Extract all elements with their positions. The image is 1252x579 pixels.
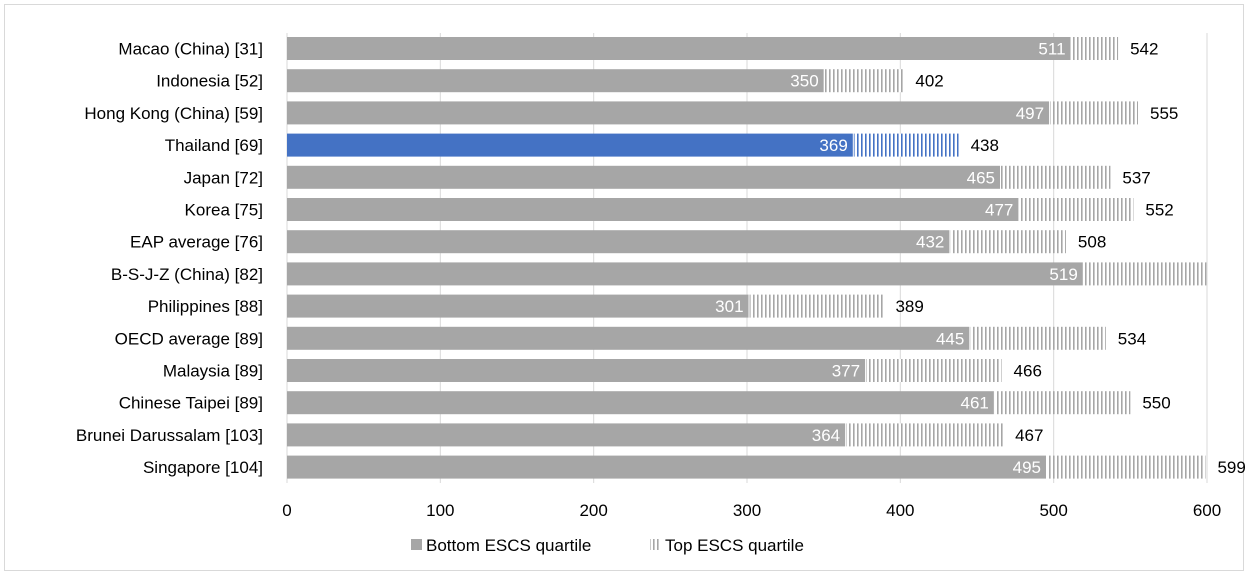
category-label: Thailand [69] — [165, 136, 263, 155]
top-value-label: 389 — [895, 297, 923, 316]
bar-top-quartile — [1047, 455, 1206, 479]
bar-top-quartile — [1071, 37, 1119, 60]
top-value-label: 542 — [1130, 40, 1158, 59]
x-tick-label: 300 — [733, 501, 761, 520]
bar-bottom-quartile — [287, 101, 1050, 125]
bottom-value-label: 350 — [790, 72, 818, 91]
bar-bottom-quartile — [287, 391, 994, 415]
category-label: Hong Kong (China) [59] — [84, 104, 263, 123]
bar-top-quartile — [846, 423, 1004, 447]
bottom-value-label: 519 — [1049, 265, 1077, 284]
top-value-label: 537 — [1122, 168, 1150, 187]
top-value-label: 508 — [1078, 233, 1106, 252]
category-label: OECD average [89] — [115, 329, 263, 348]
bar-bottom-quartile — [287, 165, 1000, 189]
bar-top-quartile — [970, 326, 1106, 350]
bottom-value-label: 477 — [985, 201, 1013, 220]
x-tick-label: 100 — [426, 501, 454, 520]
bottom-value-label: 461 — [960, 394, 988, 413]
bar-bottom-quartile — [287, 37, 1071, 60]
bar-top-quartile — [994, 391, 1131, 415]
category-label: B-S-J-Z (China) [82] — [111, 265, 263, 284]
bar-top-quartile — [749, 294, 884, 318]
bar-top-quartile — [866, 359, 1002, 382]
top-value-label: 466 — [1014, 362, 1042, 381]
bar-bottom-quartile — [287, 359, 866, 382]
top-value-label: 555 — [1150, 104, 1178, 123]
chart-svg: 511 542 350 402 497 555 369 438 465 537 477 552 432 5… — [76, 33, 1245, 555]
category-label: Korea [75] — [185, 201, 263, 220]
bottom-value-label: 364 — [812, 426, 840, 445]
bar-bottom-quartile — [287, 230, 950, 254]
bars: 511 542 350 402 497 555 369 438 465 537 477 552 432 5… — [287, 37, 1245, 479]
bar-top-quartile — [1083, 262, 1207, 286]
legend-label-bottom: Bottom ESCS quartile — [426, 536, 591, 555]
bar-bottom-quartile — [287, 198, 1019, 221]
bar-bottom-quartile — [287, 455, 1046, 479]
bar-top-quartile — [853, 133, 959, 157]
bottom-value-label: 497 — [1016, 104, 1044, 123]
legend-label-top: Top ESCS quartile — [665, 536, 804, 555]
bar-top-quartile — [950, 230, 1066, 254]
x-tick-label: 600 — [1193, 501, 1221, 520]
legend: Bottom ESCS quartile Top ESCS quartile — [411, 536, 804, 555]
bottom-value-label: 465 — [967, 168, 995, 187]
bottom-value-label: 445 — [936, 329, 964, 348]
category-labels: Macao (China) [31] Indonesia [52] Hong Kon… — [76, 40, 263, 478]
legend-swatch-top — [650, 539, 661, 550]
category-label: Malaysia [89] — [163, 362, 263, 381]
category-label: Japan [72] — [184, 168, 263, 187]
bottom-value-label: 301 — [715, 297, 743, 316]
top-value-label: 402 — [915, 72, 943, 91]
category-label: Singapore [104] — [143, 458, 263, 477]
category-label: Chinese Taipei [89] — [119, 394, 263, 413]
bar-bottom-quartile — [287, 69, 824, 93]
bar-top-quartile — [824, 69, 904, 93]
top-value-label: 438 — [971, 136, 999, 155]
x-tick-label: 200 — [579, 501, 607, 520]
x-tick-label: 400 — [886, 501, 914, 520]
top-value-label: 599 — [1217, 458, 1245, 477]
bottom-value-label: 377 — [832, 362, 860, 381]
bottom-value-label: 511 — [1038, 40, 1065, 59]
top-value-label: 552 — [1145, 201, 1173, 220]
x-tick-label: 0 — [282, 501, 291, 520]
category-label: Indonesia [52] — [156, 72, 263, 91]
bar-bottom-quartile — [287, 423, 846, 447]
bar-bottom-quartile — [287, 294, 749, 318]
bottom-value-label: 495 — [1013, 458, 1041, 477]
grid-lines — [286, 33, 1208, 483]
chart-frame: 511 542 350 402 497 555 369 438 465 537 477 552 432 5… — [4, 4, 1245, 571]
bar-top-quartile — [1001, 165, 1111, 189]
bar-bottom-quartile — [287, 326, 970, 350]
top-value-label: 534 — [1118, 329, 1146, 348]
category-label: EAP average [76] — [130, 233, 263, 252]
x-tick-label: 500 — [1039, 501, 1067, 520]
category-label: Brunei Darussalam [103] — [76, 426, 263, 445]
bar-bottom-quartile — [287, 133, 853, 157]
bar-top-quartile — [1050, 101, 1138, 125]
category-label: Macao (China) [31] — [118, 40, 263, 59]
bottom-value-label: 369 — [819, 136, 847, 155]
legend-swatch-bottom — [411, 539, 422, 550]
bottom-value-label: 432 — [916, 233, 944, 252]
bar-bottom-quartile — [287, 262, 1083, 286]
top-value-label: 467 — [1015, 426, 1043, 445]
bar-top-quartile — [1019, 198, 1134, 221]
top-value-label: 550 — [1142, 394, 1170, 413]
category-label: Philippines [88] — [148, 297, 263, 316]
x-axis-ticks: 0 100 200 300 400 500 600 — [282, 501, 1221, 520]
